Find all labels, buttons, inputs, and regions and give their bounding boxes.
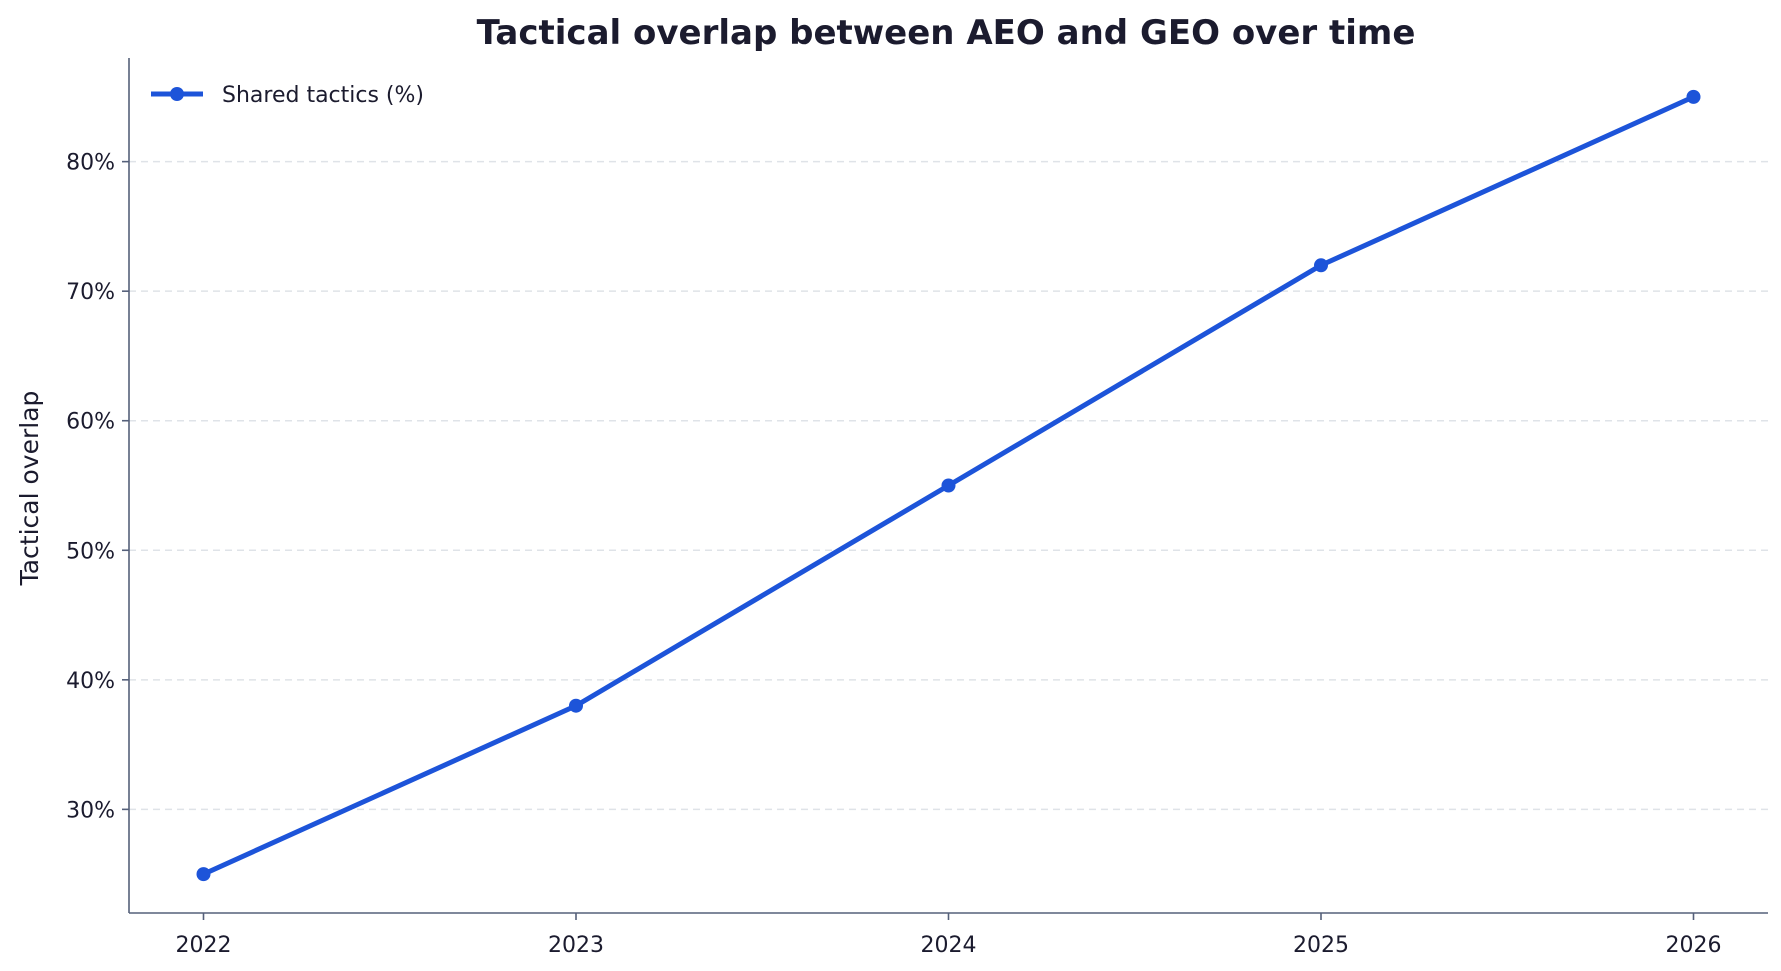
- data-point[interactable]: [569, 698, 583, 713]
- data-point[interactable]: [941, 478, 956, 493]
- axes: [122, 58, 1768, 920]
- legend[interactable]: Shared tactics (%): [151, 83, 424, 108]
- y-tick-label: 50%: [66, 539, 115, 564]
- data-point[interactable]: [1314, 258, 1328, 273]
- x-tick-label: 2024: [921, 933, 977, 958]
- chart-title: Tactical overlap between AEO and GEO ove…: [477, 13, 1416, 53]
- series-layer: [196, 89, 1701, 882]
- y-tick-label: 40%: [66, 669, 115, 694]
- x-tick-label: 2026: [1666, 933, 1722, 958]
- x-tick-label: 2023: [548, 933, 604, 958]
- gridlines: [129, 160, 1768, 811]
- legend-label: Shared tactics (%): [222, 83, 424, 108]
- y-axis-label: Tactical overlap: [15, 391, 44, 587]
- legend-marker: [170, 87, 184, 101]
- tick-labels: 30% 40% 50% 60% 70% 80% 2022 2023 2024 2025 2026: [66, 151, 1721, 958]
- y-tick-label: 30%: [66, 798, 115, 823]
- x-tick-label: 2022: [176, 933, 232, 958]
- y-tick-label: 60%: [66, 410, 115, 435]
- data-point[interactable]: [1686, 89, 1701, 104]
- x-tick-label: 2025: [1293, 933, 1349, 958]
- data-point[interactable]: [196, 867, 211, 882]
- y-tick-label: 70%: [66, 280, 115, 305]
- y-tick-label: 80%: [66, 151, 115, 176]
